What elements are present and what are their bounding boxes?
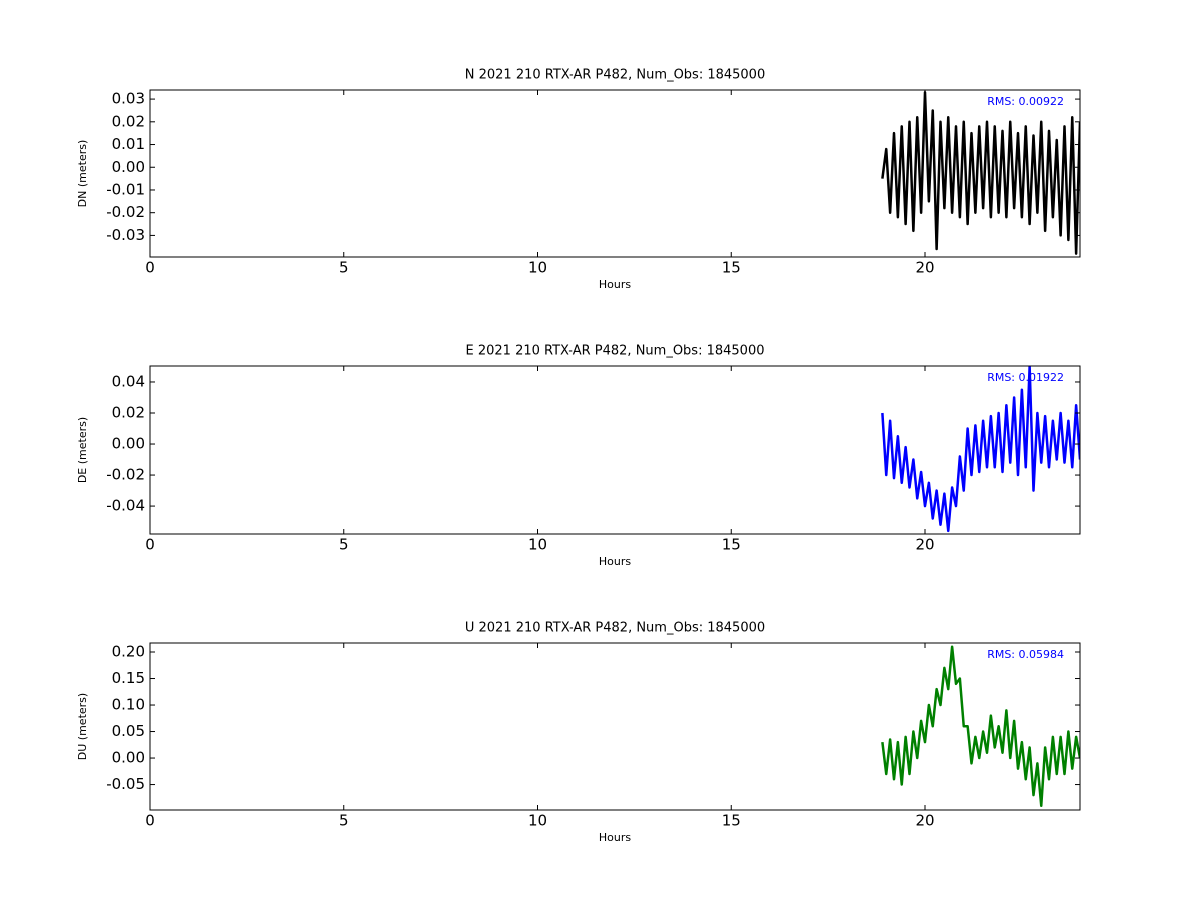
x-tick-label: 5 [339, 812, 349, 830]
rms-annotation: RMS: 0.01922 [987, 371, 1064, 384]
y-axis-label: DU (meters) [76, 693, 89, 760]
x-tick-label: 10 [528, 812, 547, 830]
y-tick-label: -0.03 [106, 226, 145, 244]
y-tick-label: 0.04 [112, 372, 145, 390]
y-tick-label: -0.02 [106, 203, 145, 221]
x-tick-label: 5 [339, 259, 349, 277]
y-tick-label: 0.02 [112, 404, 145, 422]
chart-title: U 2021 210 RTX-AR P482, Num_Obs: 1845000 [465, 621, 765, 636]
x-tick-label: 15 [722, 259, 741, 277]
y-tick-label: 0.00 [112, 749, 145, 767]
y-tick-label: 0.20 [112, 643, 145, 661]
plot-frame [149, 89, 1081, 258]
x-tick-label: 20 [915, 536, 934, 554]
y-tick-label: 0.00 [112, 435, 145, 453]
rms-annotation: RMS: 0.05984 [987, 648, 1064, 661]
y-tick-label: -0.02 [106, 466, 145, 484]
y-tick-label: 0.01 [112, 135, 145, 153]
x-axis-label: Hours [599, 278, 631, 291]
data-line [881, 91, 1080, 255]
y-tick-label: -0.04 [106, 497, 145, 515]
y-tick-label: 0.02 [112, 112, 145, 130]
data-line [881, 645, 1080, 808]
y-tick-label: -0.01 [106, 180, 145, 198]
x-tick-label: 20 [915, 812, 934, 830]
x-tick-label: 0 [145, 259, 155, 277]
y-axis-label: DE (meters) [76, 417, 89, 483]
x-tick-label: 15 [722, 536, 741, 554]
plot-frame [149, 365, 1081, 535]
chart-title: E 2021 210 RTX-AR P482, Num_Obs: 1845000 [466, 344, 765, 359]
x-tick-label: 15 [722, 812, 741, 830]
x-axis-label: Hours [599, 555, 631, 568]
y-tick-label: 0.05 [112, 722, 145, 740]
rms-annotation: RMS: 0.00922 [987, 95, 1064, 108]
x-tick-label: 0 [145, 536, 155, 554]
y-axis-label: DN (meters) [76, 140, 89, 208]
x-tick-label: 10 [528, 536, 547, 554]
y-tick-label: 0.15 [112, 669, 145, 687]
y-tick-label: 0.00 [112, 158, 145, 176]
y-tick-label: 0.03 [112, 90, 145, 108]
x-tick-label: 10 [528, 259, 547, 277]
x-tick-label: 5 [339, 536, 349, 554]
x-axis-label: Hours [599, 831, 631, 844]
data-line [881, 366, 1080, 533]
x-tick-label: 20 [915, 259, 934, 277]
y-tick-label: -0.05 [106, 775, 145, 793]
y-tick-label: 0.10 [112, 696, 145, 714]
plot-frame [149, 642, 1081, 811]
x-tick-label: 0 [145, 812, 155, 830]
chart-title: N 2021 210 RTX-AR P482, Num_Obs: 1845000 [465, 68, 765, 83]
